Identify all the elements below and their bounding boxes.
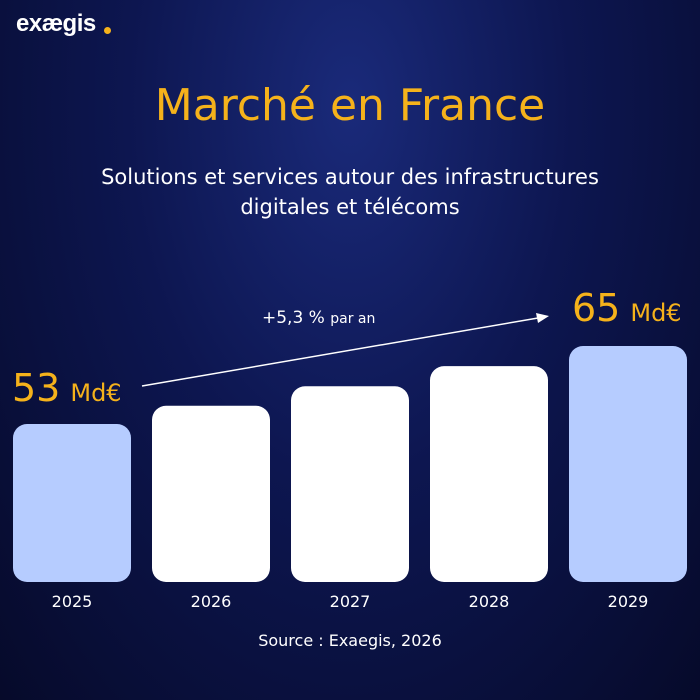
bar-2028 bbox=[430, 366, 548, 582]
growth-suffix: par an bbox=[330, 311, 376, 327]
growth-label: +5,3 % par an bbox=[262, 308, 375, 328]
page-title: Marché en France bbox=[154, 80, 546, 131]
growth-value: +5,3 % bbox=[262, 308, 325, 328]
callout-end: 65 Md€ bbox=[572, 286, 682, 330]
source-note: Source : Exaegis, 2026 bbox=[258, 631, 442, 650]
callout-start-unit: Md€ bbox=[70, 379, 122, 407]
x-tick-label-2026: 2026 bbox=[191, 592, 232, 611]
bar-2025 bbox=[13, 424, 131, 582]
callout-start: 53 Md€ bbox=[12, 366, 122, 410]
x-tick-label-2029: 2029 bbox=[608, 592, 649, 611]
x-tick-label-2027: 2027 bbox=[330, 592, 371, 611]
brand-dot-icon bbox=[104, 27, 111, 34]
subtitle-line-2: digitales et télécoms bbox=[240, 195, 460, 219]
callout-start-value: 53 bbox=[12, 366, 61, 410]
x-tick-label-2028: 2028 bbox=[469, 592, 510, 611]
growth-arrow-head-icon bbox=[536, 313, 549, 323]
growth-arrow-line bbox=[141, 317, 539, 387]
subtitle-line-1: Solutions et services autour des infrast… bbox=[101, 165, 599, 189]
callout-end-value: 65 bbox=[572, 286, 621, 330]
x-tick-label-2025: 2025 bbox=[52, 592, 93, 611]
callout-end-unit: Md€ bbox=[630, 299, 682, 327]
bar-2026 bbox=[152, 405, 270, 582]
brand-name: exægis bbox=[16, 10, 96, 37]
page-subtitle: Solutions et services autour des infrast… bbox=[0, 162, 700, 222]
bar-2027 bbox=[291, 386, 409, 582]
bar-2029 bbox=[569, 346, 687, 582]
